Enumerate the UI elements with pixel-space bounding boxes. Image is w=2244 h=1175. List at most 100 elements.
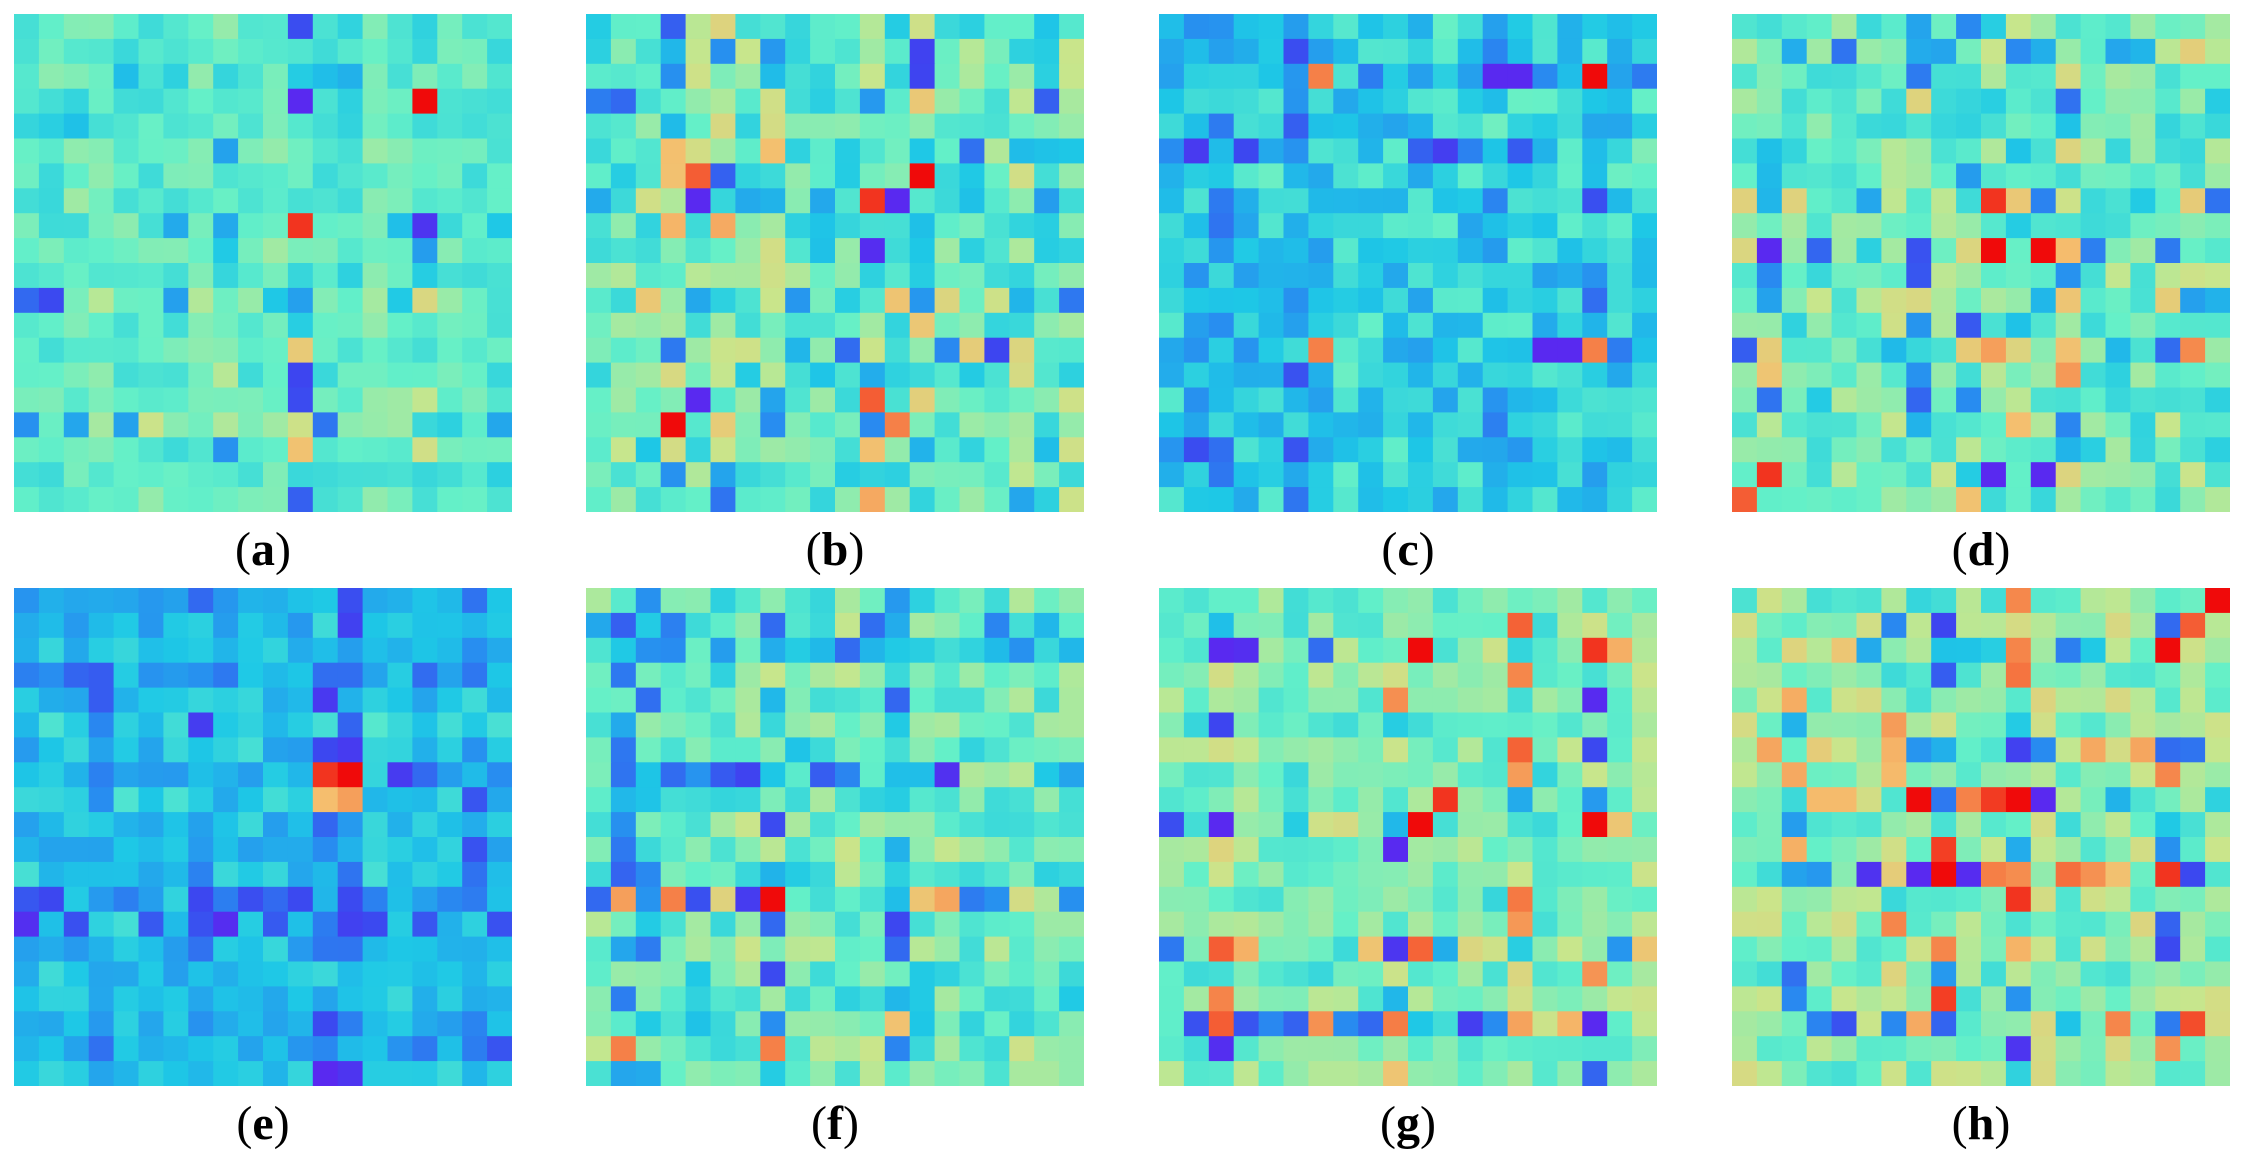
heatmap-cell <box>312 14 339 40</box>
heatmap-cell <box>909 886 936 913</box>
heatmap-cell <box>2080 911 2107 938</box>
heatmap-cell <box>685 188 712 214</box>
heatmap-cell <box>1482 437 1509 463</box>
heatmap-cell <box>38 163 65 189</box>
heatmap-cell <box>1059 662 1084 689</box>
heatmap-cell <box>1183 886 1210 913</box>
heatmap-cell <box>238 588 264 614</box>
heatmap-cell <box>312 637 339 664</box>
heatmap-cell <box>437 637 463 664</box>
heatmap-cell <box>760 88 786 115</box>
heatmap-cell <box>1034 1061 1060 1086</box>
heatmap-cell <box>2105 362 2131 389</box>
heatmap-cell <box>1383 637 1409 664</box>
heatmap-cell <box>1283 213 1309 239</box>
heatmap-cell <box>1183 138 1210 164</box>
heatmap-cell <box>710 412 736 438</box>
heatmap-cell <box>1457 1011 1484 1037</box>
heatmap-cell <box>2155 637 2181 664</box>
heatmap-cell <box>1333 213 1359 239</box>
heatmap-cell <box>1806 662 1833 689</box>
heatmap-cell <box>38 238 65 264</box>
heatmap-cell <box>1956 588 1982 614</box>
heatmap-cell <box>1732 787 1758 813</box>
heatmap-cell <box>238 312 264 339</box>
heatmap-cell <box>1159 287 1185 314</box>
heatmap-cell <box>1034 88 1060 115</box>
heatmap-cell <box>2205 1061 2230 1086</box>
heatmap-cell <box>412 911 438 938</box>
heatmap-cell <box>287 687 314 714</box>
heatmap-cell <box>14 38 40 65</box>
heatmap-cell <box>859 238 886 264</box>
heatmap-cell <box>1756 38 1783 65</box>
heatmap-cell <box>63 362 90 389</box>
heatmap-cell <box>213 412 239 438</box>
heatmap-cell <box>835 961 861 987</box>
heatmap-d <box>1732 14 2230 512</box>
heatmap-cell <box>2080 437 2107 463</box>
heatmap-cell <box>884 787 911 813</box>
heatmap-cell <box>1482 213 1509 239</box>
heatmap-cell <box>1831 588 1858 614</box>
heatmap-cell <box>760 986 786 1012</box>
caption-d: (d) <box>1951 523 2011 576</box>
heatmap-cell <box>1881 63 1907 90</box>
heatmap-cell <box>1781 163 1808 189</box>
heatmap-cell <box>884 886 911 913</box>
heatmap-cell <box>1308 14 1334 40</box>
heatmap-cell <box>1632 662 1657 689</box>
heatmap-cell <box>387 412 413 438</box>
heatmap-cell <box>1632 362 1657 389</box>
heatmap-cell <box>1208 213 1235 239</box>
heatmap-cell <box>188 737 214 763</box>
heatmap-cell <box>760 238 786 264</box>
heatmap-cell <box>884 462 911 488</box>
heatmap-cell <box>1383 662 1409 689</box>
heatmap-cell <box>710 886 736 913</box>
heatmap-cell <box>1931 1036 1957 1062</box>
heatmap-cell <box>760 38 786 65</box>
heatmap-cell <box>2030 63 2057 90</box>
heatmap-cell <box>1981 911 2007 938</box>
heatmap-cell <box>2005 787 2032 813</box>
heatmap-cell <box>1532 1036 1558 1062</box>
heatmap-cell <box>63 911 90 938</box>
heatmap-cell <box>113 662 140 689</box>
heatmap-cell <box>934 412 961 438</box>
heatmap-cell <box>586 687 612 714</box>
heatmap-cell <box>2205 1036 2230 1062</box>
heatmap-cell <box>462 238 488 264</box>
heatmap-cell <box>884 263 911 289</box>
heatmap-cell <box>1956 712 1982 738</box>
heatmap-cell <box>1432 662 1459 689</box>
heatmap-cell <box>63 712 90 738</box>
heatmap-cell <box>88 986 115 1012</box>
heatmap-cell <box>1034 787 1060 813</box>
heatmap-cell <box>238 38 264 65</box>
heatmap-cell <box>287 14 314 40</box>
heatmap-cell <box>88 14 115 40</box>
heatmap-cell <box>1931 787 1957 813</box>
heatmap-cell <box>1607 88 1633 115</box>
heatmap-cell <box>2205 63 2230 90</box>
heatmap-cell <box>1956 812 1982 838</box>
heatmap-cell <box>2005 387 2032 413</box>
heatmap-cell <box>2205 787 2230 813</box>
heatmap-cell <box>1009 188 1035 214</box>
heatmap-cell <box>2205 911 2230 938</box>
heatmap-cell <box>1806 911 1833 938</box>
heatmap-cell <box>63 188 90 214</box>
heatmap-cell <box>909 238 936 264</box>
heatmap-cell <box>163 762 189 788</box>
heatmap-cell <box>238 1061 264 1086</box>
heatmap-cell <box>884 113 911 140</box>
heatmap-cell <box>586 238 612 264</box>
heatmap-cell <box>1756 462 1783 488</box>
heatmap-cell <box>163 238 189 264</box>
heatmap-cell <box>1183 762 1210 788</box>
heatmap-cell <box>1956 837 1982 863</box>
heatmap-cell <box>238 687 264 714</box>
heatmap-cell <box>2080 886 2107 913</box>
heatmap-cell <box>1756 662 1783 689</box>
